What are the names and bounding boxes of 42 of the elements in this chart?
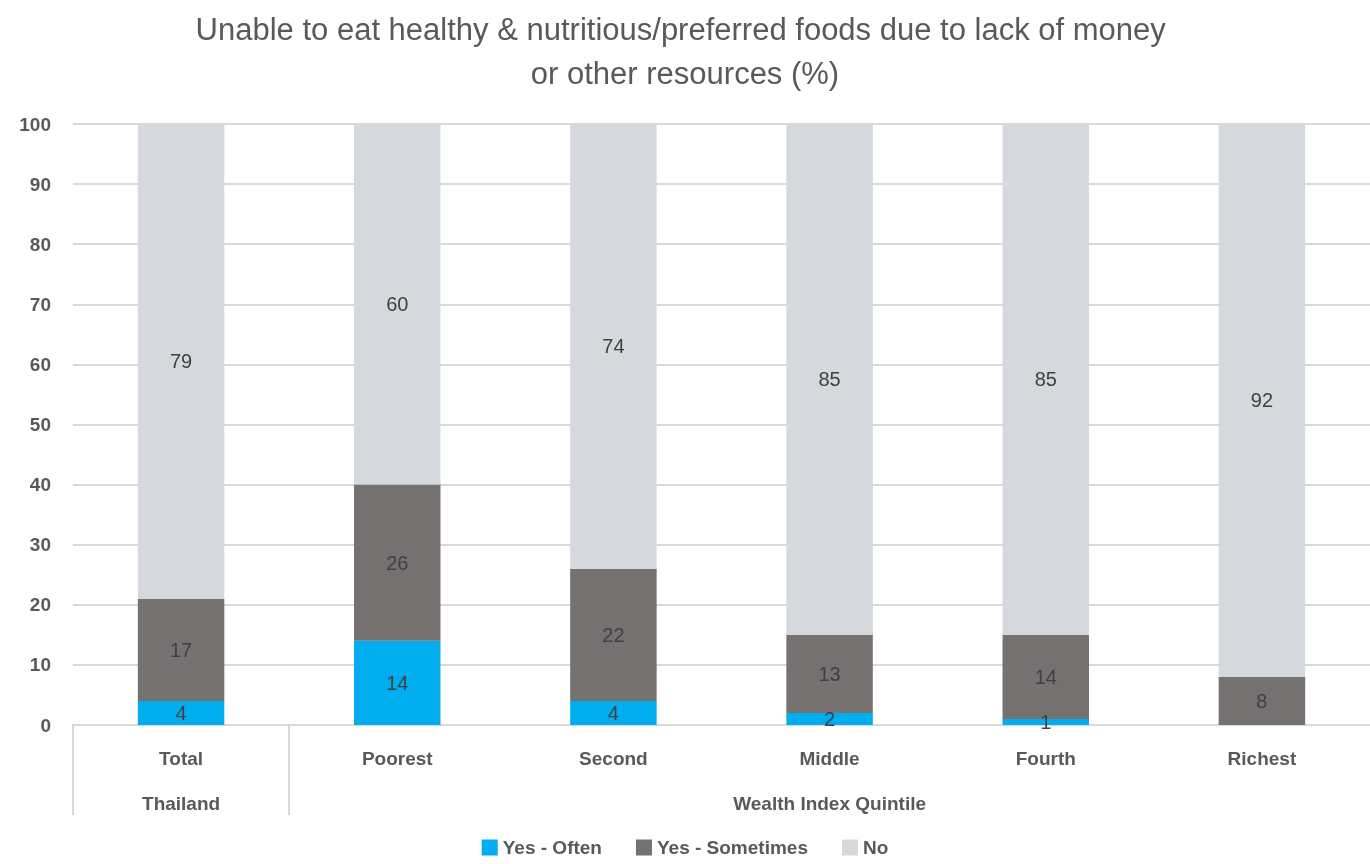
y-tick-label: 0 [40,714,51,736]
y-tick-label: 100 [19,113,51,135]
y-tick-label: 10 [29,654,51,676]
data-label: 85 [818,368,841,391]
y-tick-label: 50 [29,414,51,435]
data-label: 79 [169,350,193,373]
bar [570,568,657,701]
y-tick-label: 30 [29,534,51,556]
data-label: 2 [824,707,836,730]
text: Wealth Index Quintile [733,792,927,814]
y-tick-label: 40 [29,474,51,496]
text: Thailand [142,792,221,814]
y-tick-label: 80 [29,233,51,255]
data-label: 4 [607,701,619,724]
data-label: 85 [1034,368,1057,391]
legend-label: No [862,837,889,858]
x-tick-label: Richest [1227,748,1297,769]
chart-title: Unable to eat healthy & nutritious/preferred foods due to lack of money or other resources (%) [195,11,1175,91]
bar [354,484,441,641]
x-tick-label: Poorest [361,748,434,769]
x-tick-label: Second [579,748,648,769]
y-tick-label: 20 [29,594,51,616]
bar [570,700,657,725]
data-label: 60 [386,293,409,316]
data-label: 74 [602,335,625,358]
x-tick-label: Middle [799,748,860,769]
legend-label: Yes - Often [502,837,602,858]
bar [786,634,873,713]
y-tick-label: 90 [29,173,51,195]
legend-label: Yes - Sometimes [656,837,808,858]
bar [137,700,225,725]
bar [354,640,441,725]
y-tick-label: 70 [29,293,51,315]
data-label: 4 [175,701,187,724]
bar [137,598,225,701]
y-tick-label: 60 [29,353,51,375]
data-label: 14 [386,671,409,694]
data-label: 92 [1250,389,1274,412]
x-tick-label: Fourth [1015,748,1076,769]
bar [1218,676,1306,725]
bar [786,712,873,725]
x-tick-label: Total [159,748,204,769]
